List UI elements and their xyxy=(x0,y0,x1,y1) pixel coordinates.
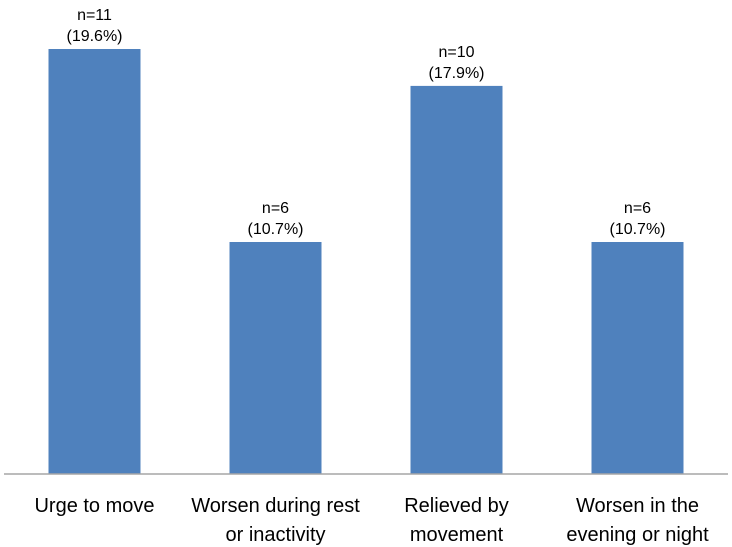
data-label-3-line-1: n=10 xyxy=(438,44,474,61)
bar-3 xyxy=(410,85,503,475)
bars-layer xyxy=(48,49,684,475)
data-label-1-line-1: n=11 xyxy=(77,7,112,24)
bar-4 xyxy=(591,242,684,474)
data-label-3-line-2: (17.9%) xyxy=(428,65,484,82)
data-labels-layer: n=11 (19.6%) n=6 (10.7%) n=10 (17.9%) n=6 (10.7… xyxy=(66,7,665,238)
category-label-4-line-1: Worsen in the xyxy=(576,495,699,517)
category-label-3-line-2: movement xyxy=(410,524,504,546)
data-label-4-line-1: n=6 xyxy=(624,200,651,217)
category-label-2-line-1: Worsen during rest xyxy=(191,495,360,517)
bar-2 xyxy=(229,242,322,474)
category-label-3-line-1: Relieved by xyxy=(404,495,509,517)
bar-1 xyxy=(48,49,141,474)
category-labels-layer: Urge to move Worsen during rest or inactiv… xyxy=(34,495,709,546)
category-label-1-line-1: Urge to move xyxy=(34,495,154,517)
category-label-4-line-2: evening or night xyxy=(566,524,709,546)
data-label-1-line-2: (19.6%) xyxy=(66,28,122,45)
data-label-2-line-1: n=6 xyxy=(262,200,289,217)
data-label-2-line-2: (10.7%) xyxy=(247,221,303,238)
data-label-4-line-2: (10.7%) xyxy=(609,221,665,238)
category-label-2-line-2: or inactivity xyxy=(225,524,325,546)
